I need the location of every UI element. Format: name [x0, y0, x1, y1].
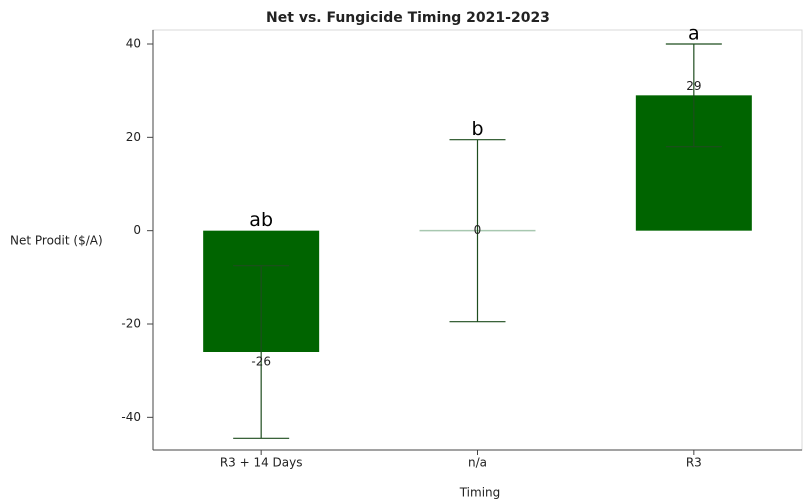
data-label: 0: [474, 223, 482, 237]
x-tick-label: R3: [686, 456, 702, 470]
y-tick-label: -40: [121, 410, 141, 424]
x-tick-label: R3 + 14 Days: [220, 456, 303, 470]
chart-title: Net vs. Fungicide Timing 2021-2023: [266, 10, 550, 26]
y-tick-label: 40: [126, 37, 141, 51]
x-tick-label: n/a: [468, 456, 487, 470]
significance-letter: a: [688, 23, 700, 45]
significance-letter: b: [471, 118, 483, 140]
y-tick-label: 20: [126, 130, 141, 144]
y-axis-label: Net Prodit ($/A): [10, 234, 103, 248]
x-axis-label: Timing: [459, 486, 501, 500]
y-tick-label: -20: [121, 317, 141, 331]
data-label: 29: [686, 79, 701, 93]
significance-letter: ab: [249, 209, 273, 231]
y-tick-label: 0: [133, 223, 141, 237]
data-label: -26: [251, 355, 271, 369]
